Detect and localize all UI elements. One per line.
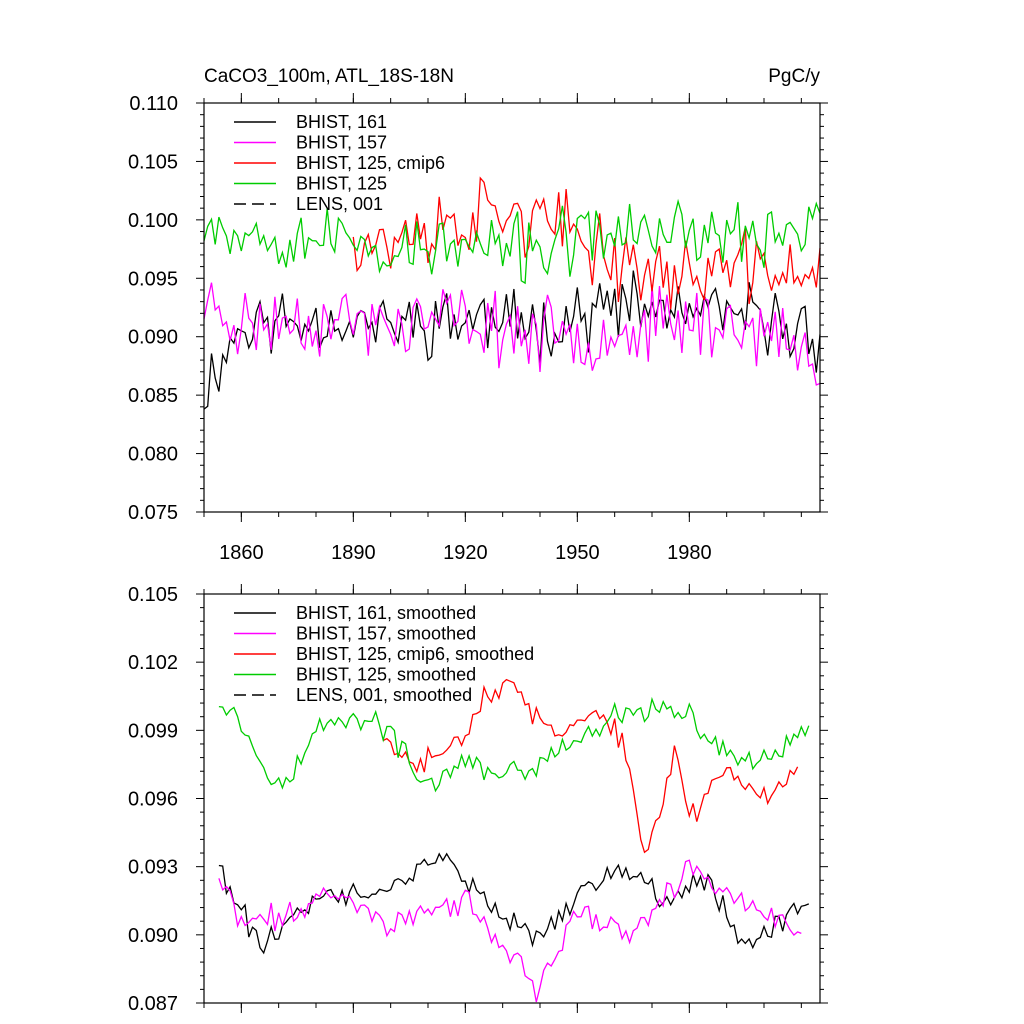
- top-title-units: PgC/y: [768, 66, 820, 87]
- y-tick-label: 0.093: [128, 857, 178, 879]
- legend-label-4: BHIST, 125, smoothed: [296, 665, 476, 685]
- y-tick-label: 0.102: [128, 652, 178, 674]
- y-tick-label: 0.105: [128, 151, 178, 173]
- y-tick-label: 0.110: [129, 93, 178, 115]
- y-tick-label: 0.085: [128, 385, 178, 407]
- y-tick-label: 0.087: [128, 993, 178, 1015]
- legend-label-3: BHIST, 125, cmip6, smoothed: [296, 644, 534, 664]
- series-line-3: [352, 176, 821, 310]
- y-tick-label: 0.100: [128, 210, 178, 232]
- y-tick-label: 0.090: [128, 925, 178, 947]
- series-line-3: [382, 678, 799, 854]
- top-plot-frame: [203, 102, 821, 513]
- bottom-panel: 0.087 0.090 0.093 0.096 0.099 0.102 0.105 BHIS…: [128, 584, 828, 1015]
- y-tick-label: 0.075: [128, 502, 178, 524]
- y-tick-label: 0.105: [128, 584, 178, 606]
- y-tick-label: 0.090: [128, 327, 178, 349]
- series-line-4: [218, 696, 810, 793]
- legend-label-1: BHIST, 161, smoothed: [296, 603, 476, 623]
- legend-label-5: LENS, 001: [296, 194, 383, 214]
- legend-label-2: BHIST, 157: [296, 133, 387, 153]
- legend-label-4: BHIST, 125: [296, 174, 387, 194]
- series-line-2: [203, 282, 821, 386]
- x-tick-label: 1980: [667, 542, 712, 564]
- legend-label-3: BHIST, 125, cmip6: [296, 153, 445, 173]
- legend-label-2: BHIST, 157, smoothed: [296, 624, 476, 644]
- top-title-left: CaCO3_100m, ATL_18S-18N: [204, 66, 454, 87]
- x-tick-label: 1920: [443, 542, 488, 564]
- legend-label-5: LENS, 001, smoothed: [296, 685, 472, 705]
- series-line-1: [218, 852, 810, 955]
- legend-label-1: BHIST, 161: [296, 112, 387, 132]
- x-tick-label: 1860: [219, 542, 264, 564]
- series-line-2: [218, 859, 802, 1003]
- x-tick-label: 1950: [555, 542, 600, 564]
- y-tick-label: 0.095: [128, 268, 178, 290]
- series-line-4: [203, 198, 821, 285]
- y-tick-label: 0.096: [128, 789, 178, 811]
- y-tick-label: 0.099: [128, 720, 178, 742]
- top-panel: CaCO3_100m, ATL_18S-18N PgC/y 0.075 0.080…: [128, 66, 828, 564]
- y-tick-label: 0.080: [128, 444, 178, 466]
- x-tick-label: 1890: [331, 542, 376, 564]
